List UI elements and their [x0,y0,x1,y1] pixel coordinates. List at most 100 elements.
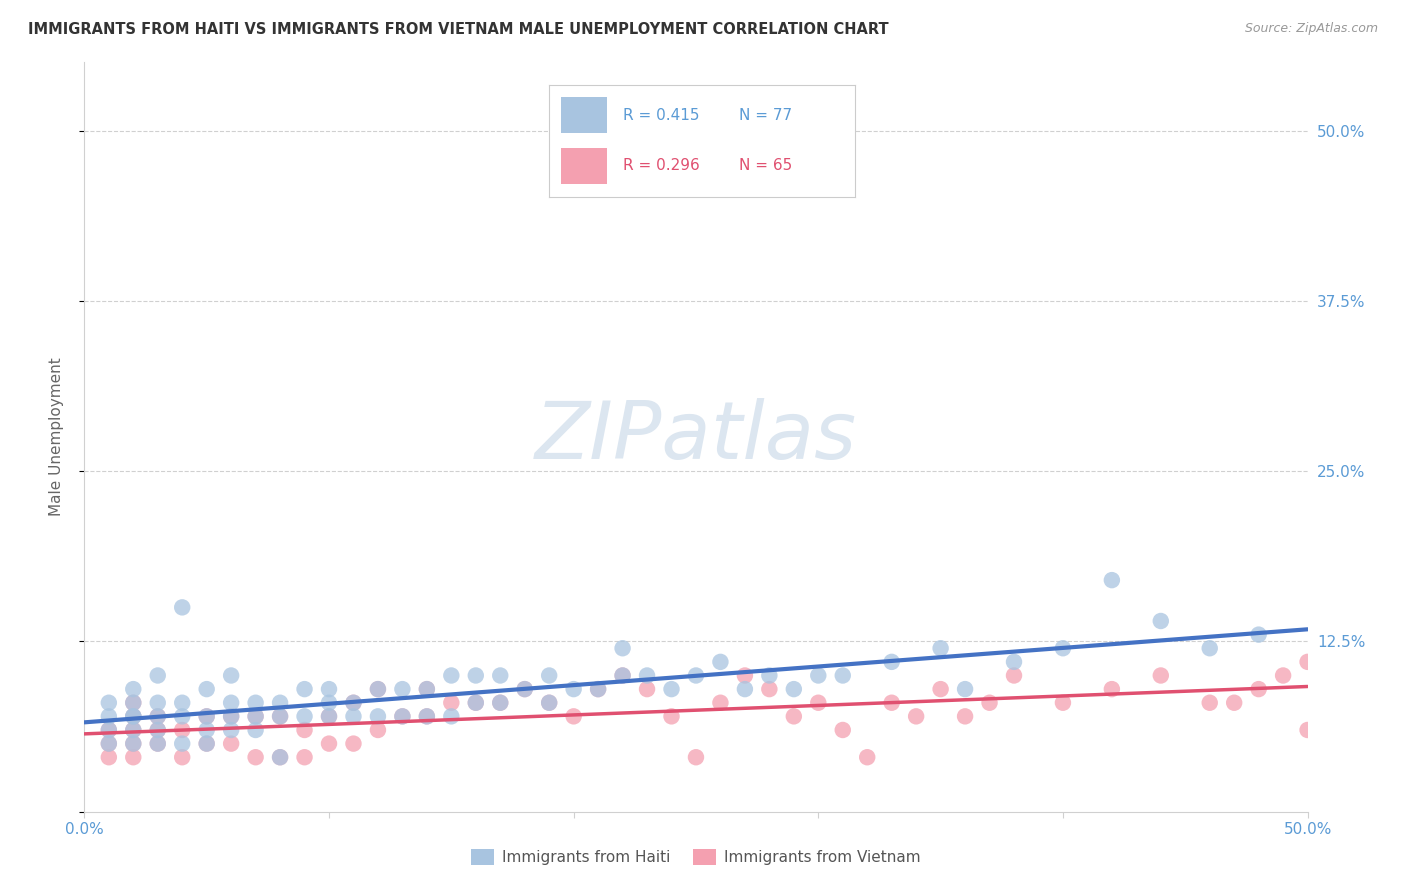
Text: IMMIGRANTS FROM HAITI VS IMMIGRANTS FROM VIETNAM MALE UNEMPLOYMENT CORRELATION C: IMMIGRANTS FROM HAITI VS IMMIGRANTS FROM… [28,22,889,37]
Point [416,682,439,697]
Point [172,600,194,615]
Point [172,723,194,737]
Point [979,696,1001,710]
Point [146,723,169,737]
Point [758,668,780,682]
Point [245,696,267,710]
Point [391,682,413,697]
Point [1052,696,1074,710]
Point [122,737,145,751]
Point [1223,696,1246,710]
Point [367,682,389,697]
Point [318,737,340,751]
Point [195,723,218,737]
Point [807,668,830,682]
Point [219,668,242,682]
Point [122,696,145,710]
Point [758,682,780,697]
Point [97,709,120,723]
Point [294,750,316,764]
Point [269,750,291,764]
Point [953,709,976,723]
Point [880,655,903,669]
Point [1247,627,1270,641]
Point [953,682,976,697]
Point [562,682,585,697]
Point [245,709,267,723]
Point [318,709,340,723]
Point [146,737,169,751]
Point [734,668,756,682]
Point [318,682,340,697]
Point [929,682,952,697]
Point [416,682,439,697]
Point [245,709,267,723]
Point [661,709,683,723]
Point [489,668,512,682]
Point [1002,655,1025,669]
Point [685,668,707,682]
Point [294,723,316,737]
Point [342,709,364,723]
Point [122,709,145,723]
Point [661,682,683,697]
Point [245,723,267,737]
Point [269,750,291,764]
Point [1296,655,1319,669]
Point [122,709,145,723]
Point [97,737,120,751]
Point [342,737,364,751]
Point [416,709,439,723]
Point [195,737,218,751]
Point [562,709,585,723]
Point [513,682,536,697]
Point [391,709,413,723]
Point [245,750,267,764]
Point [807,696,830,710]
Point [905,709,928,723]
Y-axis label: Male Unemployment: Male Unemployment [49,358,63,516]
Point [367,723,389,737]
Point [489,696,512,710]
Point [1296,723,1319,737]
Legend: Immigrants from Haiti, Immigrants from Vietnam: Immigrants from Haiti, Immigrants from V… [465,843,927,871]
Point [146,709,169,723]
Point [440,709,463,723]
Point [586,682,609,697]
Text: Source: ZipAtlas.com: Source: ZipAtlas.com [1244,22,1378,36]
Point [586,682,609,697]
Point [1150,614,1173,628]
Point [538,668,561,682]
Point [709,655,731,669]
Point [122,709,145,723]
Text: ZIPatlas: ZIPatlas [534,398,858,476]
Point [783,709,806,723]
Point [513,682,536,697]
Point [146,723,169,737]
Point [195,682,218,697]
Point [612,668,634,682]
Point [269,696,291,710]
Point [489,696,512,710]
Point [146,709,169,723]
Point [219,696,242,710]
Point [219,737,242,751]
Point [636,682,658,697]
Point [538,696,561,710]
Point [122,750,145,764]
Point [219,723,242,737]
Point [1198,641,1220,656]
Point [97,723,120,737]
Point [685,750,707,764]
Point [146,668,169,682]
Point [318,696,340,710]
Point [783,682,806,697]
Point [1002,668,1025,682]
Point [612,668,634,682]
Point [146,696,169,710]
Point [440,696,463,710]
Point [219,709,242,723]
Point [880,696,903,710]
Point [391,709,413,723]
Point [856,750,879,764]
